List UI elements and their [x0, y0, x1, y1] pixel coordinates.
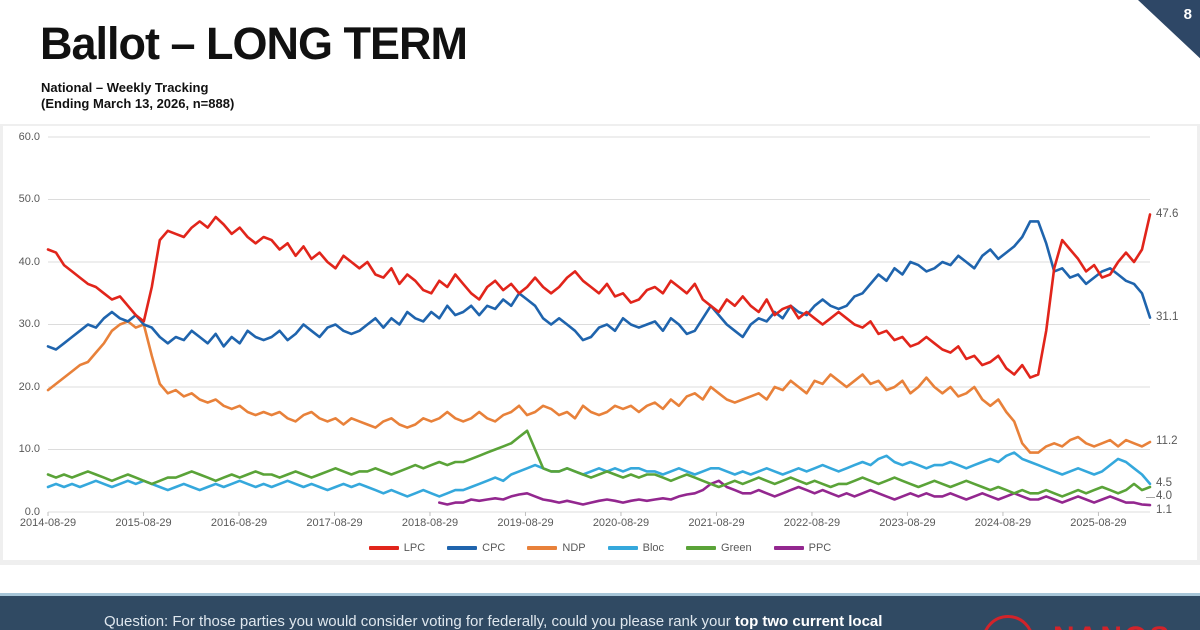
y-tick-label: 50.0: [18, 193, 40, 205]
x-tick-label: 2022-08-29: [783, 517, 841, 529]
y-tick-label: 60.0: [18, 130, 40, 143]
x-tick-label: 2014-08-29: [19, 517, 77, 529]
legend-label: NDP: [562, 542, 586, 554]
end-label-leader-line: [1146, 497, 1155, 499]
end-value-label-ppc: 1.1: [1156, 503, 1172, 516]
x-tick-label: 2020-08-29: [592, 517, 650, 529]
subtitle-tracking-line: National – Weekly Tracking: [41, 80, 209, 95]
x-tick-label: 2024-08-29: [974, 517, 1032, 529]
chart-card: [0, 124, 1200, 565]
chart-legend: LPC CPC NDP Bloc Green PPC: [0, 542, 1200, 554]
legend-label: Green: [721, 542, 752, 554]
question-text-bold: top two current local: [734, 613, 883, 630]
x-tick-label: 2015-08-29: [115, 517, 172, 529]
legend-item-lpc: LPC: [368, 542, 426, 554]
legend-swatch-icon: [686, 546, 717, 550]
nanos-logo-text: NANOS: [1053, 621, 1171, 630]
nanos-logo-circle-icon: [982, 615, 1034, 630]
legend-swatch-icon: [527, 546, 558, 550]
x-tick-label: 2019-08-29: [497, 517, 554, 529]
legend-label: CPC: [482, 542, 506, 554]
footer-bar: Question: For those parties you would co…: [0, 593, 1200, 630]
legend-item-bloc: Bloc: [607, 542, 665, 554]
y-tick-label: 20.0: [18, 380, 40, 393]
slide-title: Ballot – LONG TERM: [40, 18, 468, 69]
slide-subtitle: National – Weekly Tracking (Ending March…: [41, 80, 234, 112]
x-tick-label: 2023-08-29: [879, 517, 936, 529]
legend-swatch-icon: [773, 546, 804, 550]
legend-swatch-icon: [607, 546, 638, 550]
survey-question-text: Question: For those parties you would co…: [104, 613, 882, 630]
y-tick-label: 40.0: [18, 255, 40, 268]
legend-item-cpc: CPC: [447, 542, 505, 554]
end-value-label-lpc: 47.6: [1156, 207, 1179, 220]
end-value-label-cpc: 31.1: [1156, 310, 1179, 323]
end-value-label-green: 4.0: [1156, 490, 1172, 503]
question-text-regular: Question: For those parties you would co…: [104, 613, 735, 630]
legend-item-ndp: NDP: [527, 542, 586, 554]
end-value-label-bloc: 4.5: [1156, 476, 1172, 489]
x-tick-label: 2016-08-29: [210, 517, 268, 529]
legend-label: PPC: [808, 542, 832, 554]
y-tick-label: 0.0: [24, 505, 40, 518]
legend-swatch-icon: [368, 546, 399, 550]
legend-label: LPC: [403, 542, 426, 554]
legend-item-ppc: PPC: [773, 542, 832, 554]
end-value-label-ndp: 11.2: [1156, 435, 1178, 447]
x-tick-label: 2021-08-29: [688, 517, 745, 529]
y-tick-label: 10.0: [18, 443, 40, 455]
legend-item-green: Green: [686, 542, 752, 554]
legend-swatch-icon: [447, 546, 478, 550]
subtitle-sample-line: (Ending March 13, 2026, n=888): [41, 96, 235, 111]
x-tick-label: 2018-08-29: [401, 517, 459, 529]
x-tick-label: 2025-08-29: [1070, 517, 1127, 529]
x-tick-label: 2017-08-29: [306, 517, 363, 529]
legend-label: Bloc: [642, 542, 665, 554]
page-number: 8: [1183, 6, 1192, 23]
nanos-logo: NANOS: [975, 596, 1200, 630]
y-tick-label: 30.0: [18, 318, 40, 330]
